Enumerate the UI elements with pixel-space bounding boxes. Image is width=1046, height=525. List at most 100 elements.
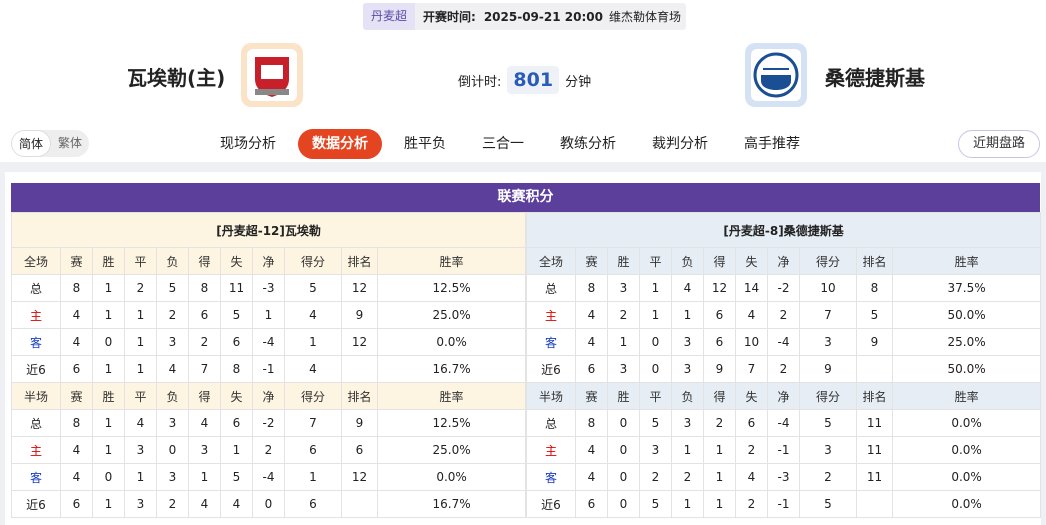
stat-cell: 4	[735, 463, 768, 491]
stat-row: 客 4 0 2 2 1 4 -3 2 11 0.0%	[526, 463, 1042, 491]
column-header: 胜率	[891, 247, 1042, 275]
column-header: 失	[220, 247, 253, 275]
stat-cell: 11	[856, 436, 893, 464]
stat-cell: 5	[856, 301, 893, 329]
stat-cell: 5	[156, 274, 189, 302]
stat-cell: -3	[252, 274, 285, 302]
stat-cell: 2	[735, 490, 768, 518]
stat-cell: 2	[703, 409, 736, 437]
recent-odds-button[interactable]: 近期盘路	[958, 130, 1040, 158]
column-header: 负	[671, 247, 704, 275]
stat-cell: 2	[767, 355, 800, 383]
match-info-bar: 丹麦超 开赛时间: 2025-09-21 20:00 维杰勒体育场	[363, 3, 686, 30]
tab[interactable]: 胜平负	[404, 136, 446, 152]
stat-cell: 6	[575, 490, 608, 518]
stat-cell: 12.5%	[376, 409, 527, 437]
stat-cell: 1	[703, 463, 736, 491]
stat-cell: 4	[124, 409, 157, 437]
side-title-row: [丹麦超-8]桑德捷斯基	[525, 212, 1042, 248]
stat-cell: 2	[671, 463, 704, 491]
stat-cell: 0	[639, 355, 672, 383]
stat-cell: 4	[156, 355, 189, 383]
column-header: 得	[188, 247, 221, 275]
column-header: 平	[124, 382, 157, 410]
stat-cell: 2	[252, 436, 285, 464]
stat-cell: 1	[220, 436, 253, 464]
stat-row: 近6 6 0 5 1 1 2 -1 5 0.0%	[526, 490, 1042, 518]
column-header: 排名	[856, 382, 893, 410]
tab[interactable]: 现场分析	[220, 136, 276, 152]
stat-row: 客 4 0 1 3 2 6 -4 1 12 0.0%	[11, 328, 527, 356]
stat-cell: 3	[156, 409, 189, 437]
column-header: 赛	[60, 247, 93, 275]
row-label: 客	[11, 328, 61, 356]
stat-cell: 1	[92, 436, 125, 464]
stat-cell: 4	[60, 328, 93, 356]
column-header: 胜率	[376, 247, 527, 275]
tab[interactable]: 数据分析	[298, 129, 382, 159]
column-header: 排名	[341, 382, 378, 410]
language-option[interactable]: 繁体	[58, 136, 83, 150]
stat-cell: 3	[671, 355, 704, 383]
stat-cell: 6	[60, 355, 93, 383]
row-label: 近6	[526, 355, 576, 383]
column-header: 得分	[799, 382, 857, 410]
stat-cell: 4	[220, 490, 253, 518]
stat-cell: 1	[639, 274, 672, 302]
column-header: 得分	[284, 247, 342, 275]
row-label: 近6	[11, 355, 61, 383]
stat-cell: 8	[856, 274, 893, 302]
stat-cell: 5	[799, 409, 857, 437]
column-header: 赛	[575, 382, 608, 410]
stat-cell: -4	[767, 409, 800, 437]
stat-cell: 2	[156, 490, 189, 518]
countdown: 倒计时: 801 分钟	[458, 66, 591, 94]
tab[interactable]: 裁判分析	[652, 136, 708, 152]
stat-cell: 0	[607, 409, 640, 437]
row-label: 近6	[526, 490, 576, 518]
stat-cell: 7	[284, 409, 342, 437]
stat-cell: 2	[799, 463, 857, 491]
stat-cell	[341, 490, 378, 518]
stat-cell: 5	[284, 274, 342, 302]
stat-row: 总 8 3 1 4 12 14 -2 10 8 37.5%	[526, 274, 1042, 302]
stat-cell: 4	[60, 436, 93, 464]
stat-row: 主 4 1 3 0 3 1 2 6 6 25.0%	[11, 436, 527, 464]
stat-cell: 9	[703, 355, 736, 383]
stat-cell: 3	[671, 328, 704, 356]
row-label: 客	[526, 463, 576, 491]
column-header: 负	[156, 247, 189, 275]
language-option[interactable]: 简体	[11, 130, 52, 157]
stat-cell: 10	[735, 328, 768, 356]
column-header: 全场	[526, 247, 576, 275]
stat-cell: 7	[799, 301, 857, 329]
stat-cell: 1	[639, 301, 672, 329]
stat-cell: 8	[188, 274, 221, 302]
stat-cell: 1	[124, 328, 157, 356]
stat-cell: 1	[92, 355, 125, 383]
stat-cell: 8	[60, 274, 93, 302]
column-header: 净	[252, 382, 285, 410]
stat-cell: -1	[767, 490, 800, 518]
stat-cell: 11	[856, 463, 893, 491]
stat-cell: 50.0%	[891, 301, 1042, 329]
column-header: 赛	[60, 382, 93, 410]
stat-cell: 50.0%	[891, 355, 1042, 383]
stat-cell: 8	[575, 274, 608, 302]
stat-cell: 1	[92, 409, 125, 437]
row-label: 客	[11, 463, 61, 491]
stat-cell	[341, 355, 378, 383]
stat-row: 总 8 0 5 3 2 6 -4 5 11 0.0%	[526, 409, 1042, 437]
tab[interactable]: 教练分析	[560, 136, 616, 152]
tab[interactable]: 高手推荐	[744, 136, 800, 152]
stat-cell	[856, 490, 893, 518]
stat-cell: 0	[607, 490, 640, 518]
tab[interactable]: 三合一	[482, 136, 524, 152]
stat-cell: 6	[341, 436, 378, 464]
column-header: 得	[703, 247, 736, 275]
column-header: 胜率	[891, 382, 1042, 410]
row-label: 客	[526, 328, 576, 356]
countdown-label: 倒计时:	[458, 74, 502, 90]
stat-cell: 6	[220, 409, 253, 437]
stat-cell: 0	[92, 328, 125, 356]
